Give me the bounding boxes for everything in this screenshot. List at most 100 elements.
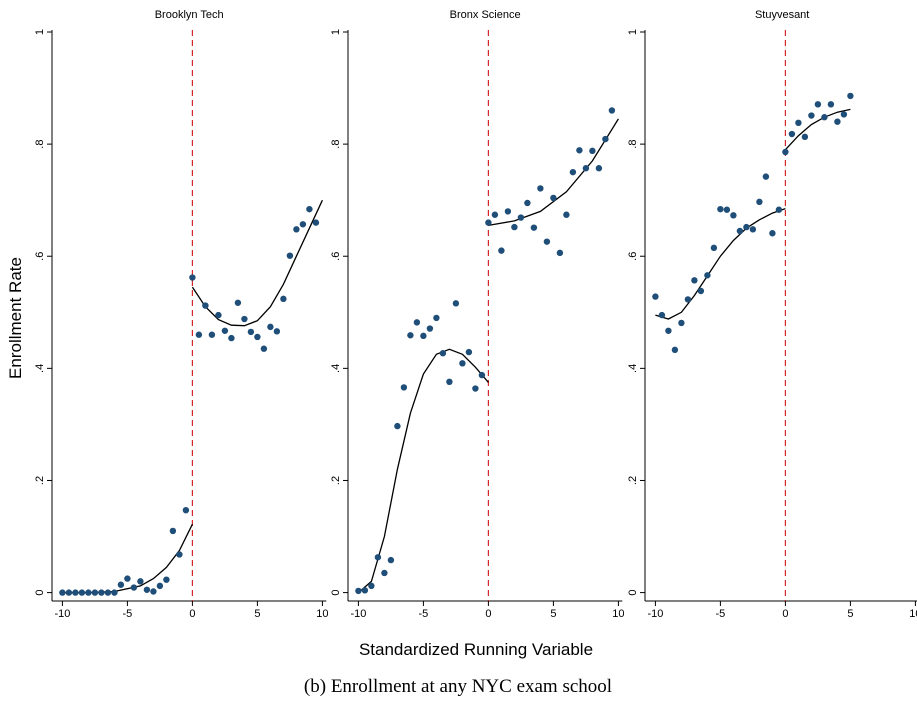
dot bbox=[717, 205, 724, 213]
dot bbox=[524, 199, 531, 207]
dot bbox=[485, 219, 492, 226]
dot bbox=[163, 576, 170, 583]
dot bbox=[267, 323, 274, 331]
dot bbox=[195, 331, 203, 338]
dot bbox=[208, 331, 216, 338]
dot bbox=[749, 226, 757, 233]
dot bbox=[465, 348, 473, 356]
dot bbox=[847, 92, 854, 100]
dot bbox=[254, 333, 261, 341]
dot bbox=[671, 346, 679, 354]
dot bbox=[420, 332, 427, 340]
dot bbox=[124, 575, 131, 582]
dot bbox=[117, 581, 125, 588]
x-tick-label: -5 bbox=[419, 608, 429, 620]
dot bbox=[189, 274, 196, 281]
dot bbox=[312, 219, 320, 226]
dot bbox=[769, 230, 776, 237]
y-tick-label: .4 bbox=[330, 364, 342, 373]
dot bbox=[150, 588, 157, 595]
dot bbox=[59, 589, 66, 596]
dot bbox=[156, 582, 164, 590]
dot bbox=[821, 114, 828, 121]
y-tick-label: .2 bbox=[627, 476, 639, 485]
x-tick-label: -10 bbox=[647, 608, 663, 620]
dot bbox=[111, 589, 118, 596]
dot bbox=[182, 506, 190, 514]
dot bbox=[368, 582, 375, 590]
dot bbox=[491, 211, 499, 218]
caption: (b) Enrollment at any NYC exam school bbox=[304, 676, 612, 697]
dot bbox=[306, 205, 313, 213]
fit-line bbox=[62, 523, 193, 594]
fit-line bbox=[488, 118, 619, 227]
y-tick-label: 0 bbox=[330, 590, 342, 596]
dot bbox=[361, 587, 369, 594]
x-axis-label: Standardized Running Variable bbox=[359, 640, 593, 659]
dot bbox=[743, 223, 750, 231]
dot bbox=[78, 589, 86, 596]
dot bbox=[504, 208, 512, 215]
x-tick-label: 0 bbox=[485, 608, 491, 620]
dot bbox=[814, 101, 822, 108]
dot bbox=[221, 327, 229, 334]
dot bbox=[439, 350, 447, 357]
dot bbox=[834, 118, 841, 125]
dot bbox=[241, 315, 248, 323]
panel-title: Brooklyn Tech bbox=[155, 9, 224, 21]
dot bbox=[137, 578, 144, 585]
x-tick-label: 5 bbox=[847, 608, 853, 620]
dot bbox=[782, 148, 789, 156]
dot bbox=[608, 107, 616, 114]
x-tick-label: 0 bbox=[189, 608, 195, 620]
dot bbox=[387, 556, 395, 564]
x-tick-label: -10 bbox=[350, 608, 366, 620]
x-tick-label: 5 bbox=[254, 608, 260, 620]
dot bbox=[215, 311, 222, 319]
x-tick-label: 10 bbox=[612, 608, 624, 620]
dot bbox=[143, 586, 151, 593]
dot bbox=[517, 214, 525, 221]
dot bbox=[478, 371, 486, 379]
dot bbox=[426, 325, 434, 332]
dot bbox=[407, 332, 414, 339]
dot bbox=[202, 302, 209, 309]
dot bbox=[602, 135, 609, 143]
x-tick-label: 0 bbox=[782, 608, 788, 620]
y-tick-label: .4 bbox=[627, 364, 639, 373]
dot bbox=[130, 584, 138, 591]
dot bbox=[394, 422, 401, 430]
dot bbox=[530, 224, 538, 231]
dot bbox=[400, 384, 408, 391]
dot bbox=[543, 238, 551, 245]
dot bbox=[537, 185, 544, 192]
x-tick-label: -10 bbox=[54, 608, 70, 620]
dot bbox=[589, 147, 596, 155]
dot bbox=[459, 360, 466, 367]
dot bbox=[299, 221, 307, 228]
y-tick-label: .6 bbox=[627, 252, 639, 261]
panel-title: Stuyvesant bbox=[755, 9, 809, 21]
y-tick-label: 0 bbox=[627, 590, 639, 596]
x-tick-label: 5 bbox=[550, 608, 556, 620]
dot bbox=[684, 296, 692, 303]
dot bbox=[840, 111, 848, 118]
dot bbox=[652, 293, 659, 300]
y-tick-label: .8 bbox=[330, 140, 342, 149]
y-tick-label: .4 bbox=[34, 364, 46, 373]
dot bbox=[228, 334, 235, 342]
dot bbox=[775, 206, 783, 213]
dot bbox=[98, 589, 105, 596]
dot bbox=[260, 345, 268, 352]
y-tick-label: 1 bbox=[627, 29, 639, 35]
dot bbox=[704, 272, 711, 279]
y-tick-label: 0 bbox=[34, 590, 46, 596]
y-tick-label: .8 bbox=[627, 140, 639, 149]
dot bbox=[104, 589, 112, 596]
y-tick-label: .6 bbox=[34, 252, 46, 261]
dot bbox=[665, 327, 672, 334]
x-tick-label: -5 bbox=[716, 608, 726, 620]
dot bbox=[374, 554, 382, 561]
x-tick-label: -5 bbox=[123, 608, 133, 620]
